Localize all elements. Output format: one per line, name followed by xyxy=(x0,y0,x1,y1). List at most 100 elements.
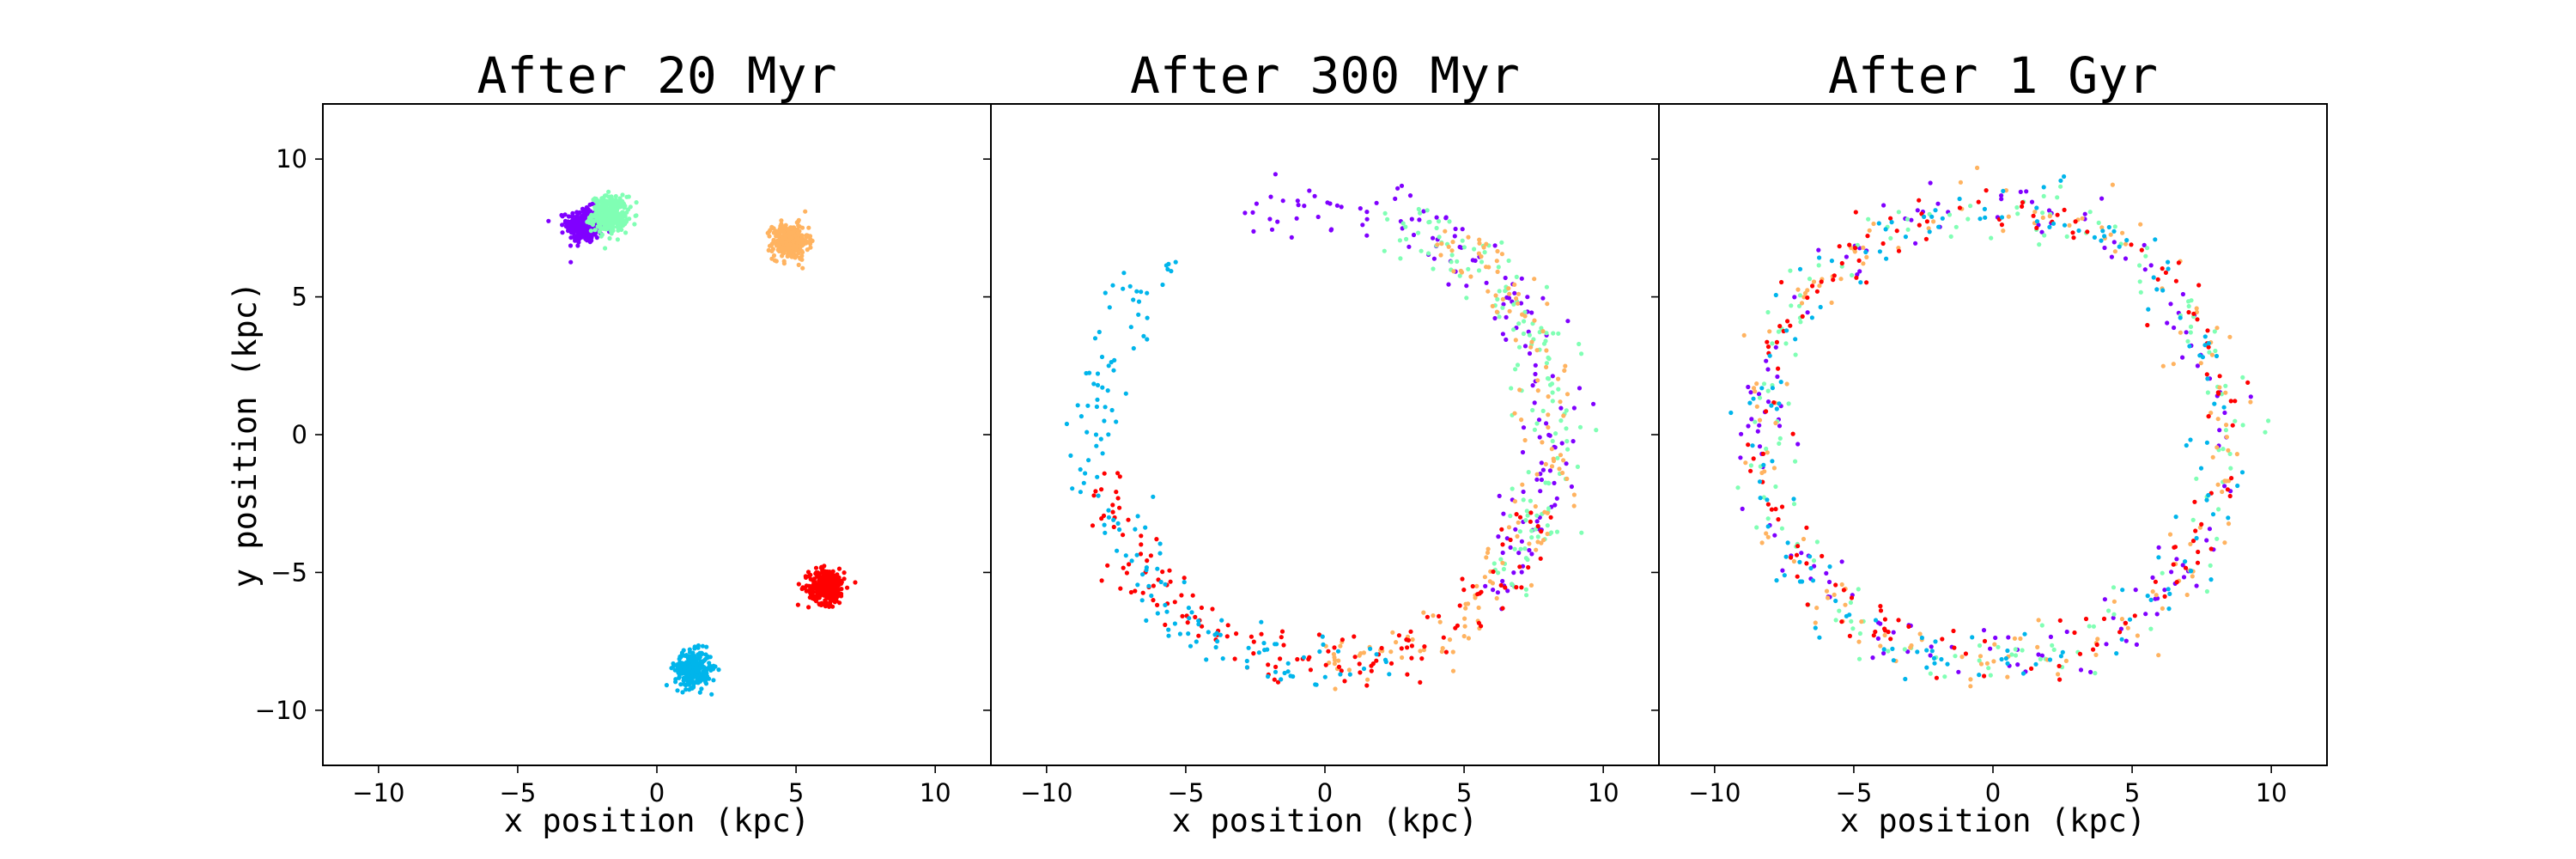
scatter-point xyxy=(2033,661,2038,667)
scatter-point xyxy=(1095,397,1100,402)
scatter-point xyxy=(1871,633,1876,638)
scatter-point xyxy=(1764,409,1769,414)
scatter-point xyxy=(1546,394,1551,399)
scatter-point xyxy=(1144,618,1149,624)
scatter-point xyxy=(1094,404,1099,410)
x-axis-label: x position (kpc) xyxy=(504,802,810,839)
scatter-point xyxy=(1484,555,1489,560)
scatter-point xyxy=(1196,633,1201,638)
scatter-point xyxy=(1741,332,1747,338)
scatter-point xyxy=(711,678,716,683)
scatter-point xyxy=(1463,601,1468,606)
scatter-point xyxy=(1477,241,1482,246)
scatter-point xyxy=(2146,307,2151,312)
scatter-point xyxy=(1831,277,1836,283)
scatter-point xyxy=(1801,295,1807,300)
scatter-point xyxy=(1875,636,1880,642)
scatter-point xyxy=(2195,317,2200,322)
scatter-point xyxy=(2111,228,2117,234)
scatter-point xyxy=(766,247,771,253)
scatter-point xyxy=(2034,225,2039,230)
scatter-point xyxy=(1146,583,1151,588)
scatter-point xyxy=(1078,414,1084,419)
scatter-point xyxy=(2134,642,2139,648)
scatter-point xyxy=(1127,283,1133,289)
scatter-point xyxy=(1785,319,1790,324)
scatter-point xyxy=(2037,242,2042,247)
scatter-point xyxy=(1841,588,1846,593)
scatter-point xyxy=(680,690,685,695)
scatter-point xyxy=(1765,399,1771,405)
scatter-point xyxy=(830,572,835,578)
scatter-point xyxy=(813,599,819,604)
scatter-point xyxy=(1390,630,1395,635)
scatter-point xyxy=(1882,617,1887,622)
scatter-point xyxy=(2020,648,2025,653)
x-tick-label: 10 xyxy=(2256,778,2287,807)
scatter-point xyxy=(2215,390,2221,395)
scatter-point xyxy=(1439,649,1444,655)
scatter-point xyxy=(1485,550,1491,556)
scatter-point xyxy=(1847,242,1852,247)
scatter-point xyxy=(1273,669,1279,674)
scatter-point xyxy=(1157,541,1163,546)
scatter-point xyxy=(1261,641,1267,646)
scatter-point xyxy=(1332,645,1337,650)
scatter-point xyxy=(813,565,819,570)
scatter-point xyxy=(566,225,571,231)
scatter-point xyxy=(1323,662,1328,667)
scatter-point xyxy=(799,235,805,241)
scatter-point xyxy=(2193,528,2198,533)
scatter-point xyxy=(1829,300,1834,305)
scatter-point xyxy=(1399,646,1404,651)
scatter-point xyxy=(781,259,787,264)
scatter-point xyxy=(706,655,711,660)
scatter-point xyxy=(1491,569,1496,575)
scatter-point xyxy=(2207,350,2212,355)
scatter-point xyxy=(1561,413,1566,418)
scatter-point xyxy=(1933,208,1938,213)
scatter-point xyxy=(1759,540,1765,545)
scatter-point xyxy=(2210,512,2216,517)
scatter-point xyxy=(2133,588,2138,593)
scatter-point xyxy=(1106,508,1111,513)
scatter-point xyxy=(2001,228,2006,234)
scatter-point xyxy=(1750,443,1755,448)
scatter-point xyxy=(1474,583,1479,589)
scatter-point xyxy=(1755,429,1760,434)
scatter-point xyxy=(1770,341,1775,346)
scatter-point xyxy=(1552,503,1558,508)
scatter-point xyxy=(1511,570,1516,576)
scatter-point xyxy=(1773,507,1778,512)
scatter-point xyxy=(2223,428,2228,433)
scatter-point xyxy=(1317,649,1322,655)
scatter-point xyxy=(1523,518,1528,523)
scatter-point xyxy=(1547,382,1553,387)
scatter-point xyxy=(1516,291,1522,296)
scatter-point xyxy=(2117,630,2123,635)
scatter-point xyxy=(1204,657,1209,662)
scatter-point xyxy=(1486,265,1492,270)
scatter-point xyxy=(839,587,844,592)
scatter-point xyxy=(2176,260,2181,265)
scatter-point xyxy=(1525,295,1530,300)
scatter-point xyxy=(1532,318,1537,323)
scatter-point xyxy=(2188,541,2193,547)
scatter-point xyxy=(2215,417,2221,422)
scatter-point xyxy=(1839,582,1844,588)
scatter-point xyxy=(2212,329,2217,334)
scatter-point xyxy=(2204,538,2209,543)
scatter-point xyxy=(1550,399,1555,404)
y-tick-label: −10 xyxy=(255,696,307,725)
scatter-point xyxy=(2117,244,2122,249)
scatter-point xyxy=(1861,245,1866,250)
scatter-point xyxy=(1905,216,1910,222)
scatter-point xyxy=(1764,446,1769,452)
scatter-point xyxy=(1497,289,1502,294)
scatter-point xyxy=(1756,392,1762,397)
scatter-point xyxy=(1522,344,1528,349)
scatter-point xyxy=(683,653,688,659)
scatter-point xyxy=(1919,211,1924,216)
scatter-point xyxy=(569,215,575,220)
scatter-point xyxy=(2206,341,2211,346)
